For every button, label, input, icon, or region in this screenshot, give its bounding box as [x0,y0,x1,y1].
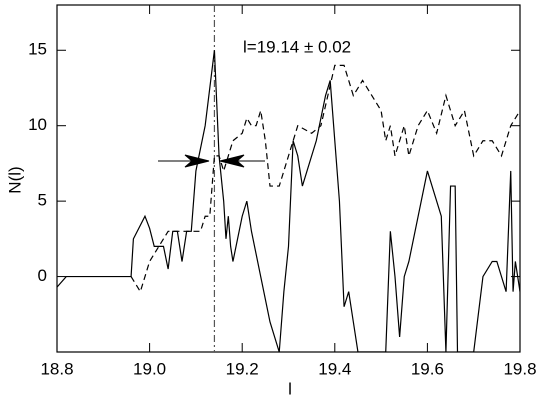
plot-frame [56,4,521,353]
x-tick-label: 19.0 [133,359,166,378]
y-tick-label: 15 [28,40,47,59]
x-tick-label: 18.8 [40,359,73,378]
annotation: l=19.14 ± 0.02 [243,37,351,56]
arrow-right-head [219,154,245,168]
series-line [130,64,520,294]
x-axis-title: l [288,379,292,398]
series-line [57,50,520,352]
x-tick-label: 19.2 [226,359,259,378]
arrows [158,154,265,168]
y-tick-label: 10 [28,115,47,134]
y-axis-title: N(l) [5,166,24,193]
x-tick-label: 19.4 [318,359,351,378]
x-tick-label: 19.6 [411,359,444,378]
y-tick-label: 0 [38,266,47,285]
arrow-left-head [184,154,210,168]
y-tick-label: 5 [38,191,47,210]
x-tick-label: 19.8 [503,359,536,378]
plot-area [57,5,520,352]
